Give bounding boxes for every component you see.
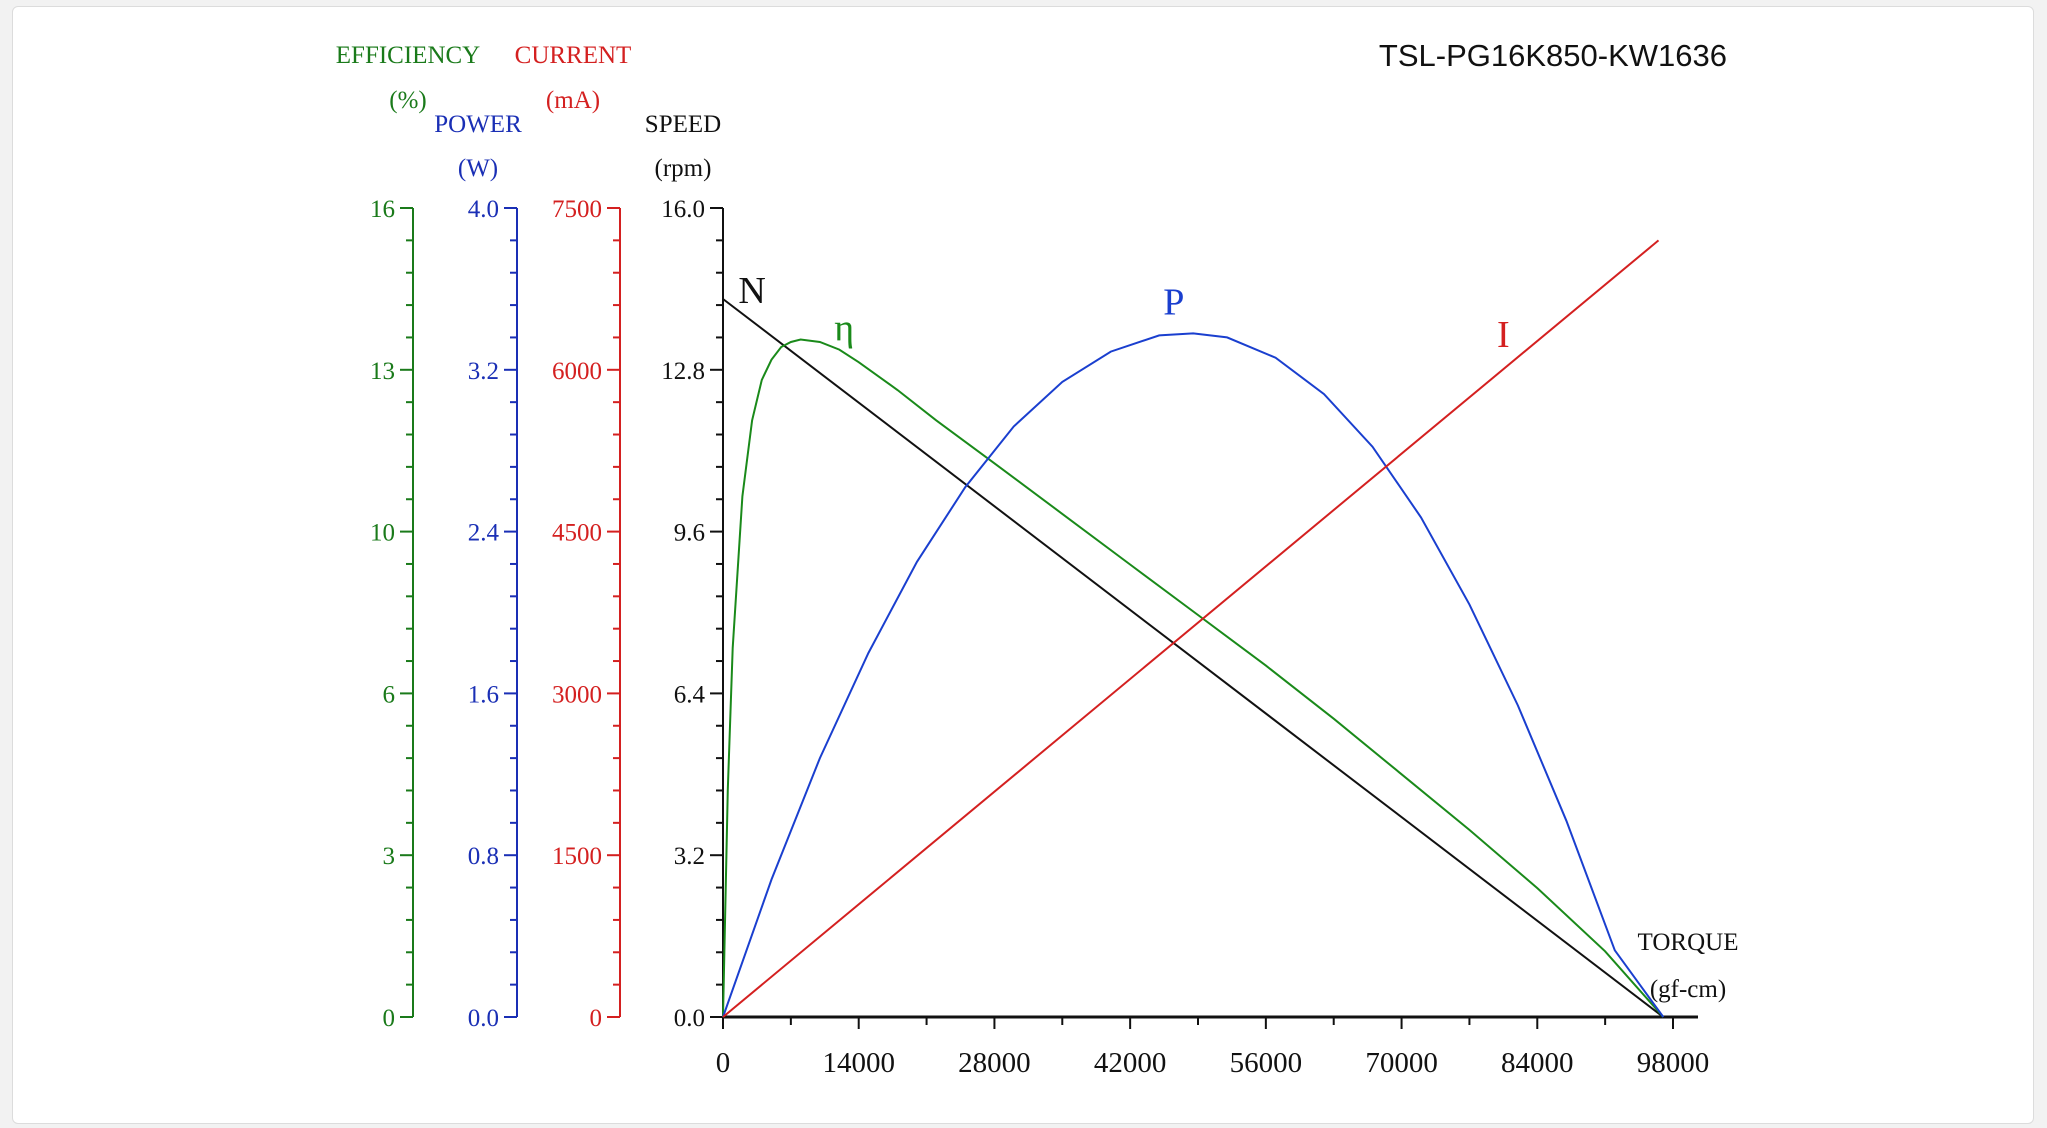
speed-tick-label: 9.6 bbox=[674, 520, 705, 547]
speed-axis-label: SPEED bbox=[645, 111, 721, 138]
chart-card bbox=[12, 6, 2034, 1124]
series-line-3 bbox=[722, 332, 1665, 1018]
series-label-2: η bbox=[834, 308, 854, 350]
current-tick-label: 3000 bbox=[552, 681, 602, 708]
efficiency-tick-label: 0 bbox=[383, 1005, 396, 1032]
x-tick-label: 28000 bbox=[958, 1047, 1031, 1079]
x-tick-label: 70000 bbox=[1365, 1047, 1438, 1079]
power-axis-unit: (W) bbox=[458, 155, 498, 182]
power-tick-label: 2.4 bbox=[468, 520, 500, 547]
axes-layer: 0 3 6 10 13 16 0.0 0.8 1.6 2.4 3.2 4.0 0 1500 3000 4500… bbox=[370, 196, 1709, 1079]
efficiency-tick-label: 16 bbox=[370, 196, 395, 223]
series-label-1: N bbox=[738, 270, 765, 312]
x-tick-label: 84000 bbox=[1501, 1047, 1574, 1079]
efficiency-axis-label: EFFICIENCY bbox=[336, 42, 480, 69]
series-label-3: P bbox=[1163, 282, 1184, 324]
x-tick-label: 98000 bbox=[1637, 1047, 1710, 1079]
speed-tick-label: 12.8 bbox=[661, 358, 705, 385]
series-line-2 bbox=[722, 338, 1665, 1018]
power-tick-label: 0.8 bbox=[468, 843, 499, 870]
labels-layer: EFFICIENCY (%) POWER (W) CURRENT (mA) SPEED (rp… bbox=[336, 42, 1739, 1003]
current-tick-label: 0 bbox=[590, 1005, 603, 1032]
efficiency-tick-label: 3 bbox=[383, 843, 396, 870]
power-tick-label: 3.2 bbox=[468, 358, 499, 385]
series-label-4: I bbox=[1497, 314, 1510, 356]
series-line-4 bbox=[722, 239, 1660, 1018]
current-tick-label: 1500 bbox=[552, 843, 602, 870]
x-tick-label: 0 bbox=[716, 1047, 731, 1079]
power-tick-label: 0.0 bbox=[468, 1005, 499, 1032]
power-tick-label: 4.0 bbox=[468, 196, 499, 223]
current-tick-label: 4500 bbox=[552, 520, 602, 547]
speed-tick-label: 16.0 bbox=[661, 196, 705, 223]
current-axis-unit: (mA) bbox=[546, 87, 600, 114]
current-axis-label: CURRENT bbox=[515, 42, 632, 69]
chart-title: TSL-PG16K850-KW1636 bbox=[1379, 38, 1727, 73]
speed-axis-unit: (rpm) bbox=[655, 155, 712, 182]
x-tick-label: 14000 bbox=[822, 1047, 895, 1079]
efficiency-tick-label: 13 bbox=[370, 358, 395, 385]
efficiency-tick-label: 6 bbox=[383, 681, 396, 708]
x-tick-label: 56000 bbox=[1230, 1047, 1303, 1079]
power-tick-label: 1.6 bbox=[468, 681, 499, 708]
x-tick-label: 42000 bbox=[1094, 1047, 1167, 1079]
current-tick-label: 7500 bbox=[552, 196, 602, 223]
speed-tick-label: 0.0 bbox=[674, 1005, 705, 1032]
series-line-1 bbox=[722, 298, 1664, 1018]
power-axis-label: POWER bbox=[434, 111, 522, 138]
efficiency-axis-unit: (%) bbox=[389, 87, 426, 114]
speed-tick-label: 6.4 bbox=[674, 681, 706, 708]
speed-tick-label: 3.2 bbox=[674, 843, 705, 870]
x-axis-unit: (gf-cm) bbox=[1650, 976, 1726, 1003]
current-tick-label: 6000 bbox=[552, 358, 602, 385]
series-layer bbox=[722, 239, 1665, 1018]
efficiency-tick-label: 10 bbox=[370, 520, 395, 547]
x-axis-label: TORQUE bbox=[1638, 929, 1739, 956]
